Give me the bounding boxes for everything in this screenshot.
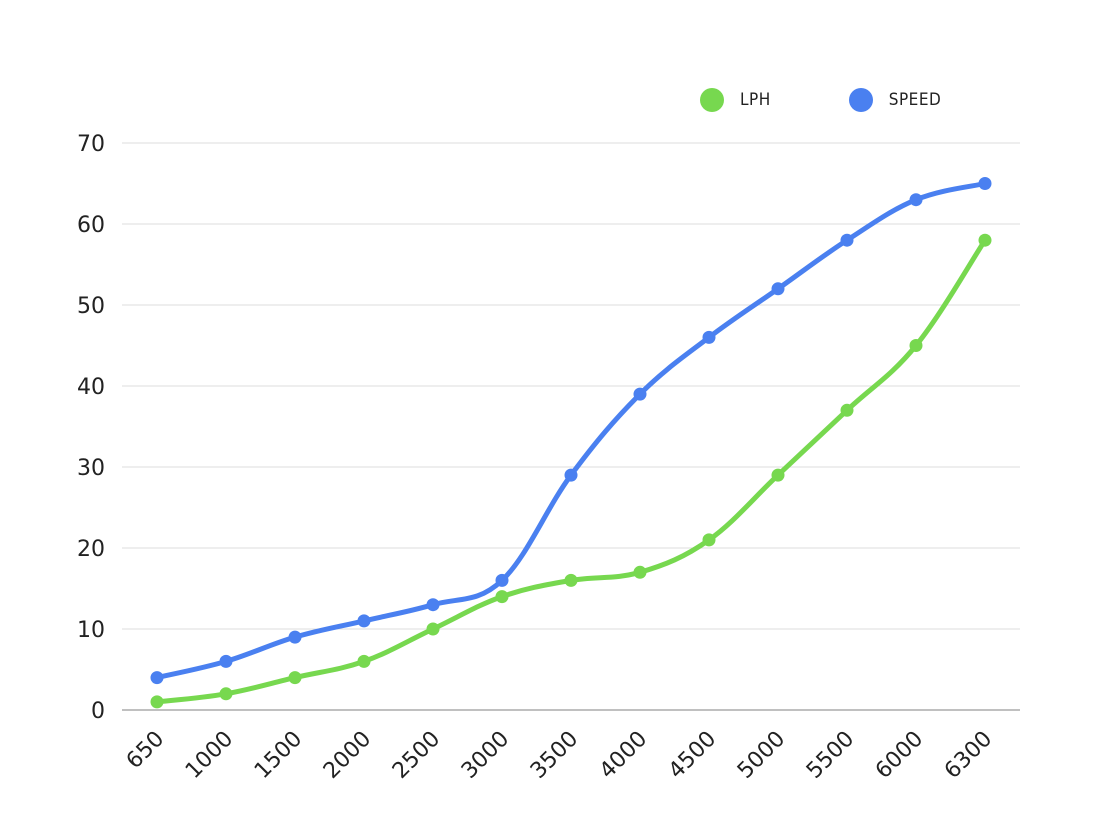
series-lines	[150, 177, 992, 709]
x-tick-label: 6300	[940, 727, 997, 784]
x-tick-label: 4500	[664, 727, 721, 784]
y-tick-label: 30	[77, 456, 105, 481]
x-tick-label: 650	[122, 727, 169, 774]
data-point-lph[interactable]	[564, 573, 578, 587]
y-tick-label: 10	[77, 618, 105, 643]
x-tick-label: 1500	[250, 727, 307, 784]
data-point-lph[interactable]	[288, 671, 302, 685]
data-point-speed[interactable]	[288, 630, 302, 644]
data-point-speed[interactable]	[978, 177, 992, 190]
y-tick-label: 40	[77, 375, 105, 400]
x-tick-label: 2000	[319, 727, 376, 784]
data-point-speed[interactable]	[219, 654, 233, 668]
series-speed	[150, 177, 992, 685]
data-point-speed[interactable]	[702, 330, 716, 344]
data-point-speed[interactable]	[909, 193, 923, 207]
x-tick-label: 5500	[802, 727, 859, 784]
y-tick-label: 50	[77, 294, 105, 319]
legend-marker-lph	[700, 88, 724, 112]
data-point-speed[interactable]	[426, 598, 440, 612]
y-tick-label: 60	[77, 213, 105, 238]
data-point-speed[interactable]	[771, 282, 785, 296]
legend: LPH SPEED	[700, 88, 1019, 112]
y-axis-tick-labels: 0 10 20 30 40 50 60 70	[77, 132, 105, 724]
data-point-lph[interactable]	[840, 403, 854, 417]
legend-marker-speed	[848, 88, 873, 112]
data-point-speed[interactable]	[633, 387, 647, 401]
x-tick-label: 3500	[526, 727, 583, 784]
data-point-lph[interactable]	[219, 687, 233, 701]
data-point-speed[interactable]	[357, 614, 371, 628]
legend-label-lph: LPH	[740, 90, 771, 110]
data-point-speed[interactable]	[564, 468, 578, 482]
y-tick-label: 70	[77, 132, 105, 157]
data-point-lph[interactable]	[495, 590, 509, 604]
data-point-lph[interactable]	[150, 695, 164, 709]
x-tick-label: 3000	[457, 727, 514, 784]
y-tick-label: 20	[77, 537, 105, 562]
data-point-lph[interactable]	[978, 233, 992, 247]
legend-item-lph[interactable]: LPH	[700, 88, 771, 112]
grid-lines	[122, 142, 1020, 711]
data-point-speed[interactable]	[840, 233, 854, 247]
y-tick-label: 0	[91, 699, 105, 724]
data-point-lph[interactable]	[909, 339, 923, 352]
x-tick-label: 4000	[595, 727, 652, 784]
data-point-lph[interactable]	[426, 622, 440, 636]
data-point-speed[interactable]	[150, 671, 164, 685]
x-axis-tick-labels: 650 1000 1500 2000 2500 3000 3500 4000 4500 5000 5…	[122, 727, 997, 784]
data-point-lph[interactable]	[702, 533, 716, 547]
legend-item-speed[interactable]: SPEED	[848, 88, 942, 112]
x-tick-label: 6000	[871, 727, 928, 784]
data-point-lph[interactable]	[771, 468, 785, 482]
series-line-speed	[154, 181, 988, 681]
legend-label-speed: SPEED	[888, 90, 942, 110]
x-tick-label: 2500	[388, 727, 445, 784]
x-tick-label: 1000	[181, 727, 238, 784]
data-point-speed[interactable]	[495, 573, 509, 587]
x-tick-label: 5000	[733, 727, 790, 784]
data-point-lph[interactable]	[357, 654, 371, 668]
data-point-lph[interactable]	[633, 565, 647, 579]
series-lph	[150, 233, 992, 709]
